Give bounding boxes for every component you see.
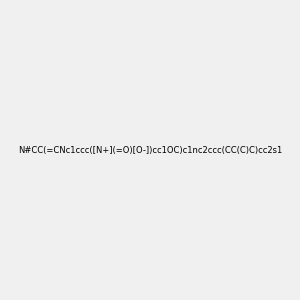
Text: N#CC(=CNc1ccc([N+](=O)[O-])cc1OC)c1nc2ccc(CC(C)C)cc2s1: N#CC(=CNc1ccc([N+](=O)[O-])cc1OC)c1nc2cc… (18, 146, 282, 154)
